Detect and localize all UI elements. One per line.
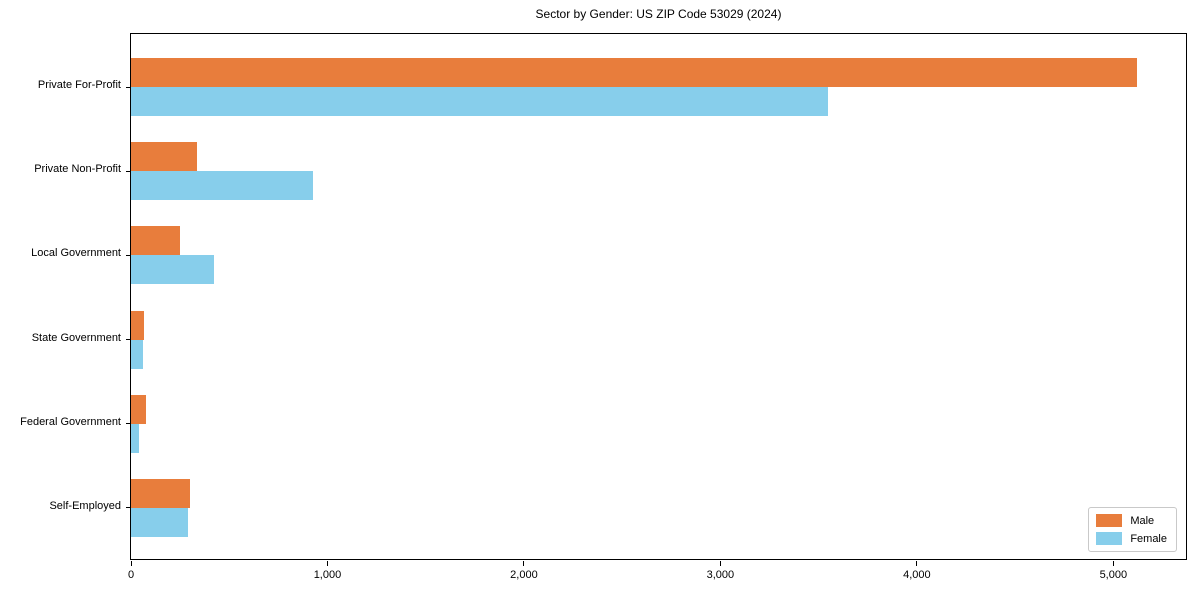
y-tick-label-state-government: State Government xyxy=(31,331,121,344)
bar-male-federal-government xyxy=(131,394,146,424)
x-axis-tick xyxy=(523,561,525,566)
y-tick-label-federal-government: Federal Government xyxy=(20,415,121,428)
legend-swatch-male xyxy=(1096,514,1123,527)
bar-female-local-government xyxy=(131,255,215,285)
y-tick-label-self-employed: Self-Employed xyxy=(49,499,121,512)
y-axis-tick xyxy=(126,86,131,88)
bar-female-self-employed xyxy=(131,507,188,537)
bar-female-federal-government xyxy=(131,423,139,453)
bar-female-private-for-profit xyxy=(131,87,829,117)
y-tick-label-private-for-profit: Private For-Profit xyxy=(37,79,121,92)
x-tick-label-0: 0 xyxy=(127,569,135,581)
legend-swatch-female xyxy=(1096,532,1123,545)
plot-area: Male Female Private For-Profit Private Non… xyxy=(20,33,1187,581)
x-axis-tick xyxy=(916,561,918,566)
x-axis-tick xyxy=(1112,561,1114,566)
x-tick-label-2000: 2,000 xyxy=(510,569,538,581)
y-tick-label-private-non-profit: Private Non-Profit xyxy=(34,163,121,176)
x-tick-label-3000: 3,000 xyxy=(706,569,735,581)
chart-title: Sector by Gender: US ZIP Code 53029 (202… xyxy=(535,7,782,21)
bar-male-state-government xyxy=(131,310,144,340)
x-tick-label-1000: 1,000 xyxy=(313,569,342,581)
legend-label-male: Male xyxy=(1130,514,1155,527)
x-tick-label-5000: 5,000 xyxy=(1099,569,1128,581)
bar-male-self-employed xyxy=(131,478,190,508)
bar-female-private-non-profit xyxy=(131,171,313,201)
bar-female-state-government xyxy=(131,339,143,369)
legend-label-female: Female xyxy=(1130,532,1167,545)
bar-male-private-non-profit xyxy=(131,142,197,172)
x-tick-label-4000: 4,000 xyxy=(903,569,931,581)
bar-male-local-government xyxy=(131,226,181,256)
y-axis-tick xyxy=(126,339,131,341)
y-axis-tick xyxy=(126,507,131,509)
x-axis-tick xyxy=(326,561,328,566)
y-axis-tick xyxy=(126,254,131,256)
legend-entry-male: Male xyxy=(1096,514,1167,527)
y-axis-tick xyxy=(126,170,131,172)
x-axis-tick xyxy=(719,561,721,566)
legend: Male Female xyxy=(1088,507,1177,552)
y-tick-label-local-government: Local Government xyxy=(31,247,121,260)
x-axis-tick xyxy=(130,561,132,566)
legend-entry-female: Female xyxy=(1096,532,1167,545)
y-axis-tick xyxy=(126,423,131,425)
bar-male-private-for-profit xyxy=(131,58,1137,88)
